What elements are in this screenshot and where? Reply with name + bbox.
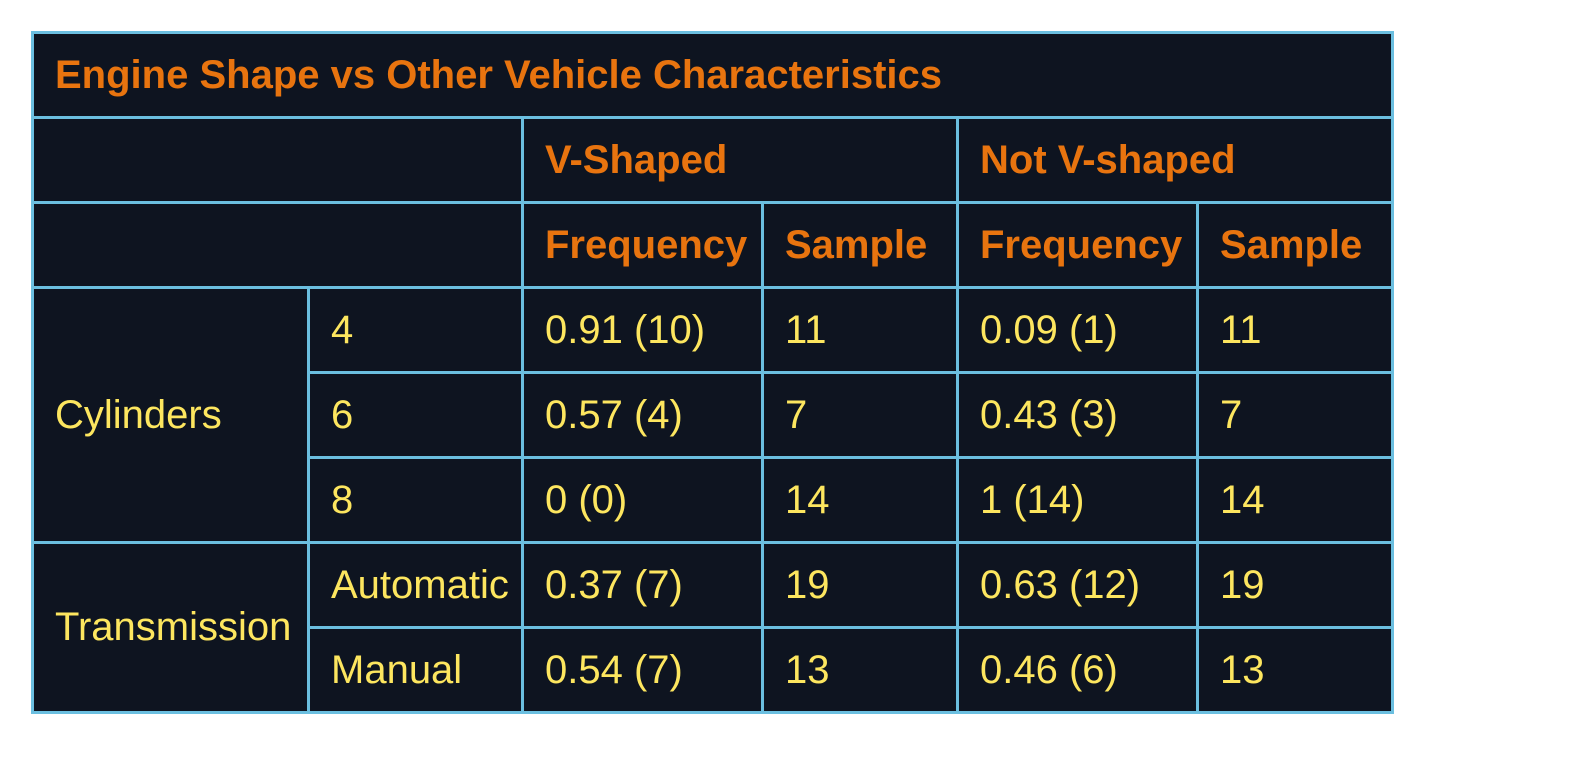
v-frequency-cell: 0 (0) [521, 456, 764, 544]
table-row: Transmission Automatic 0.37 (7) 19 0.63 … [31, 541, 1394, 714]
table-row: 6 0.57 (4) 7 0.43 (3) 7 [33, 371, 1394, 459]
table-container: Engine Shape vs Other Vehicle Characteri… [31, 31, 1394, 714]
v-sample-cell: 19 [761, 541, 959, 629]
v-sample-cell: 7 [761, 371, 959, 459]
section-label-cylinders: Cylinders [31, 286, 310, 544]
v-sample-cell: 13 [761, 626, 959, 714]
v-sample-cell: 14 [761, 456, 959, 544]
nv-frequency-cell: 0.43 (3) [956, 371, 1199, 459]
nv-sample-cell: 11 [1196, 286, 1394, 374]
header-v-sample: Sample [761, 201, 959, 289]
nv-frequency-cell: 0.09 (1) [956, 286, 1199, 374]
nv-sample-cell: 7 [1196, 371, 1394, 459]
header-v-frequency: Frequency [521, 201, 764, 289]
nv-frequency-cell: 1 (14) [956, 456, 1199, 544]
row-category: 4 [307, 286, 524, 374]
table-row: Cylinders 4 0.91 (10) 11 0.09 (1) 11 [31, 286, 1394, 544]
group-header-v-shaped: V-Shaped [521, 116, 959, 204]
nv-frequency-cell: 0.63 (12) [956, 541, 1199, 629]
header-nv-sample: Sample [1196, 201, 1394, 289]
table-row: Manual 0.54 (7) 13 0.46 (6) 13 [33, 626, 1394, 714]
v-frequency-cell: 0.57 (4) [521, 371, 764, 459]
row-category: Automatic [307, 541, 524, 629]
header-nv-frequency: Frequency [956, 201, 1199, 289]
row-category: 8 [307, 456, 524, 544]
nv-sample-cell: 19 [1196, 541, 1394, 629]
nv-sample-cell: 13 [1196, 626, 1394, 714]
empty-header-cell [31, 201, 524, 289]
nv-frequency-cell: 0.46 (6) [956, 626, 1199, 714]
table-title: Engine Shape vs Other Vehicle Characteri… [31, 31, 1394, 119]
group-header-not-v-shaped: Not V-shaped [956, 116, 1394, 204]
v-frequency-cell: 0.91 (10) [521, 286, 764, 374]
title-row: Engine Shape vs Other Vehicle Characteri… [31, 31, 1394, 119]
group-header-row: V-Shaped Not V-shaped [31, 116, 1394, 204]
table-row: 8 0 (0) 14 1 (14) 14 [33, 456, 1394, 544]
v-frequency-cell: 0.54 (7) [521, 626, 764, 714]
section-label-transmission: Transmission [31, 541, 310, 714]
empty-header-cell [31, 116, 524, 204]
row-category: Manual [307, 626, 524, 714]
row-category: 6 [307, 371, 524, 459]
nv-sample-cell: 14 [1196, 456, 1394, 544]
v-frequency-cell: 0.37 (7) [521, 541, 764, 629]
sub-header-row: Frequency Sample Frequency Sample [31, 201, 1394, 289]
v-sample-cell: 11 [761, 286, 959, 374]
engine-shape-table: Engine Shape vs Other Vehicle Characteri… [31, 31, 1394, 714]
